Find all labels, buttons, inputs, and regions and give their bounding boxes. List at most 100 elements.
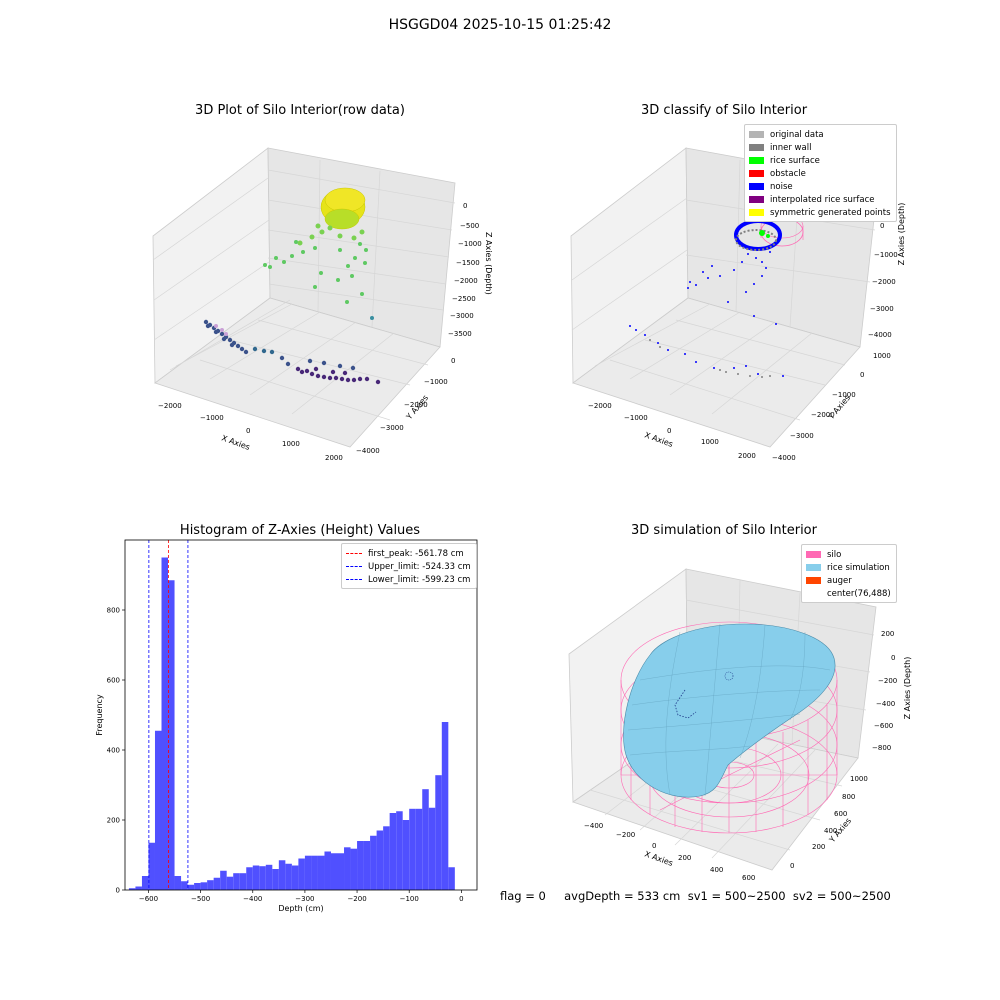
plot2-ztick: −2000: [872, 278, 896, 286]
plot2-legend: original data inner wall rice surface ob…: [744, 124, 897, 222]
plot4-legend: silo rice simulation auger center(76,488…: [801, 544, 897, 603]
histogram-bar: [415, 808, 423, 890]
legend-swatch: [749, 209, 764, 216]
plot1-xtick: 2000: [325, 454, 343, 462]
plot4-xlabel: X Axies: [643, 849, 674, 868]
legend-swatch: [806, 564, 821, 571]
histogram-bar: [278, 860, 286, 890]
plot4-zlabel: Z Axies (Depth): [903, 657, 912, 720]
legend-swatch: [749, 157, 764, 164]
plot4-ytick: 600: [834, 810, 847, 818]
legend-line: [346, 579, 362, 580]
histogram-bar: [239, 873, 247, 890]
plot1-3d-axes: −2000 −1000 0 1000 2000 0 −1000 −2000 −3…: [152, 147, 493, 462]
legend-label: symmetric generated points: [770, 207, 891, 218]
plot2-ytick: −3000: [790, 432, 814, 440]
histogram-bar: [317, 855, 325, 890]
plot4-ytick: 400: [824, 827, 837, 835]
histogram-bar: [168, 580, 175, 890]
histogram-bar: [128, 888, 136, 890]
legend-swatch: [749, 170, 764, 177]
legend-swatch: [749, 183, 764, 190]
histogram-bar: [194, 883, 201, 890]
legend-label: Lower_limit: -599.23 cm: [368, 574, 471, 585]
plot1-xtick: 1000: [282, 440, 300, 448]
plot4-ztick: −400: [876, 700, 895, 708]
histogram-bar: [448, 867, 455, 890]
histogram-bar: [187, 884, 195, 890]
status-footer: flag = 0 avgDepth = 533 cm sv1 = 500~250…: [500, 889, 891, 903]
plot2-ytick: 1000: [873, 352, 891, 360]
histogram-bar: [259, 866, 266, 890]
legend-item: original data: [749, 128, 891, 141]
legend-item: obstacle: [749, 167, 891, 180]
histogram-bar: [422, 789, 429, 890]
histogram-bar: [389, 813, 397, 890]
plot1-ztick: −1000: [458, 240, 482, 248]
legend-swatch: [749, 131, 764, 138]
plot1-ztick: −2500: [452, 295, 476, 303]
histogram-bar: [357, 841, 364, 890]
data-point-cluster: [324, 208, 360, 230]
plot1-ztick: −3500: [448, 330, 472, 338]
data-point-cluster: [297, 223, 365, 246]
plot2-ytick: −1000: [832, 391, 856, 399]
plot1-ztick: −500: [460, 222, 479, 230]
plot2-ytick: 0: [860, 371, 864, 379]
histogram-bar: [337, 853, 345, 890]
plot2-ztick: 0: [880, 222, 884, 230]
plot2-ytick: −4000: [772, 454, 796, 462]
legend-label: rice surface: [770, 155, 820, 166]
plot1-title: 3D Plot of Silo Interior(row data): [195, 103, 405, 118]
histogram-frame: [124, 539, 478, 891]
auger-path: [674, 689, 697, 719]
plot4-ytick: 200: [812, 843, 825, 851]
legend-label: rice simulation: [827, 562, 890, 573]
noise-points: [629, 251, 784, 377]
histogram-bar: [435, 775, 442, 890]
plot4-ztick: 0: [891, 654, 895, 662]
plot4-ytick: 1000: [850, 775, 868, 783]
plot4-ytick: 0: [790, 862, 794, 870]
histogram-bar: [370, 835, 377, 890]
legend-swatch: [806, 577, 821, 584]
plot4-xtick: −200: [616, 831, 635, 839]
plot1-ytick: −4000: [356, 447, 380, 455]
histogram-bar: [233, 873, 240, 890]
center-marker: [724, 671, 734, 681]
plot2-xtick: 1000: [701, 438, 719, 446]
histogram-bar: [304, 855, 312, 890]
legend-item: rice simulation: [806, 561, 891, 574]
legend-swatch: [749, 196, 764, 203]
plot1-ztick: −2000: [454, 277, 478, 285]
legend-item: first_peak: -561.78 cm: [346, 547, 471, 560]
histogram-bars: [128, 557, 455, 890]
histogram-chart: −600 −500 −400 −300 −200 −100 0 0200400600800 …: [95, 539, 478, 913]
plot2-xtick: 2000: [738, 452, 756, 460]
plot1-ztick: 0: [463, 202, 467, 210]
histogram-bar: [141, 876, 149, 890]
histogram-bar: [376, 830, 384, 890]
legend-line: [346, 553, 362, 554]
plot4-ztick: −800: [872, 744, 891, 752]
histogram-bar: [154, 730, 162, 890]
histogram-bar: [148, 842, 155, 890]
legend-label: auger: [827, 575, 852, 586]
plot2-ztick: −3000: [870, 305, 894, 313]
legend-swatch: [806, 551, 821, 558]
histogram-bar: [291, 865, 299, 890]
legend-label: center(76,488): [827, 588, 891, 599]
ytick-label: 200: [107, 817, 120, 825]
histogram-bar: [428, 807, 436, 890]
plot2-zlabel: Z Axies (Depth): [897, 203, 906, 266]
histogram-bar: [220, 870, 227, 890]
plot2-ytick: −2000: [811, 411, 835, 419]
plot2-xtick: −1000: [624, 414, 648, 422]
inner-wall: [735, 229, 777, 251]
plot2-3d-axes: −2000 −1000 0 1000 2000 1000 0 −1000 −20…: [570, 147, 906, 462]
plot2-tick-labels: −2000 −1000 0 1000 2000 1000 0 −1000 −20…: [588, 222, 898, 462]
legend-item: symmetric generated points: [749, 206, 891, 219]
xtick-label: −500: [191, 895, 210, 903]
histogram-legend: first_peak: -561.78 cm Upper_limit: -524…: [341, 543, 477, 589]
histogram-bar: [344, 847, 351, 890]
